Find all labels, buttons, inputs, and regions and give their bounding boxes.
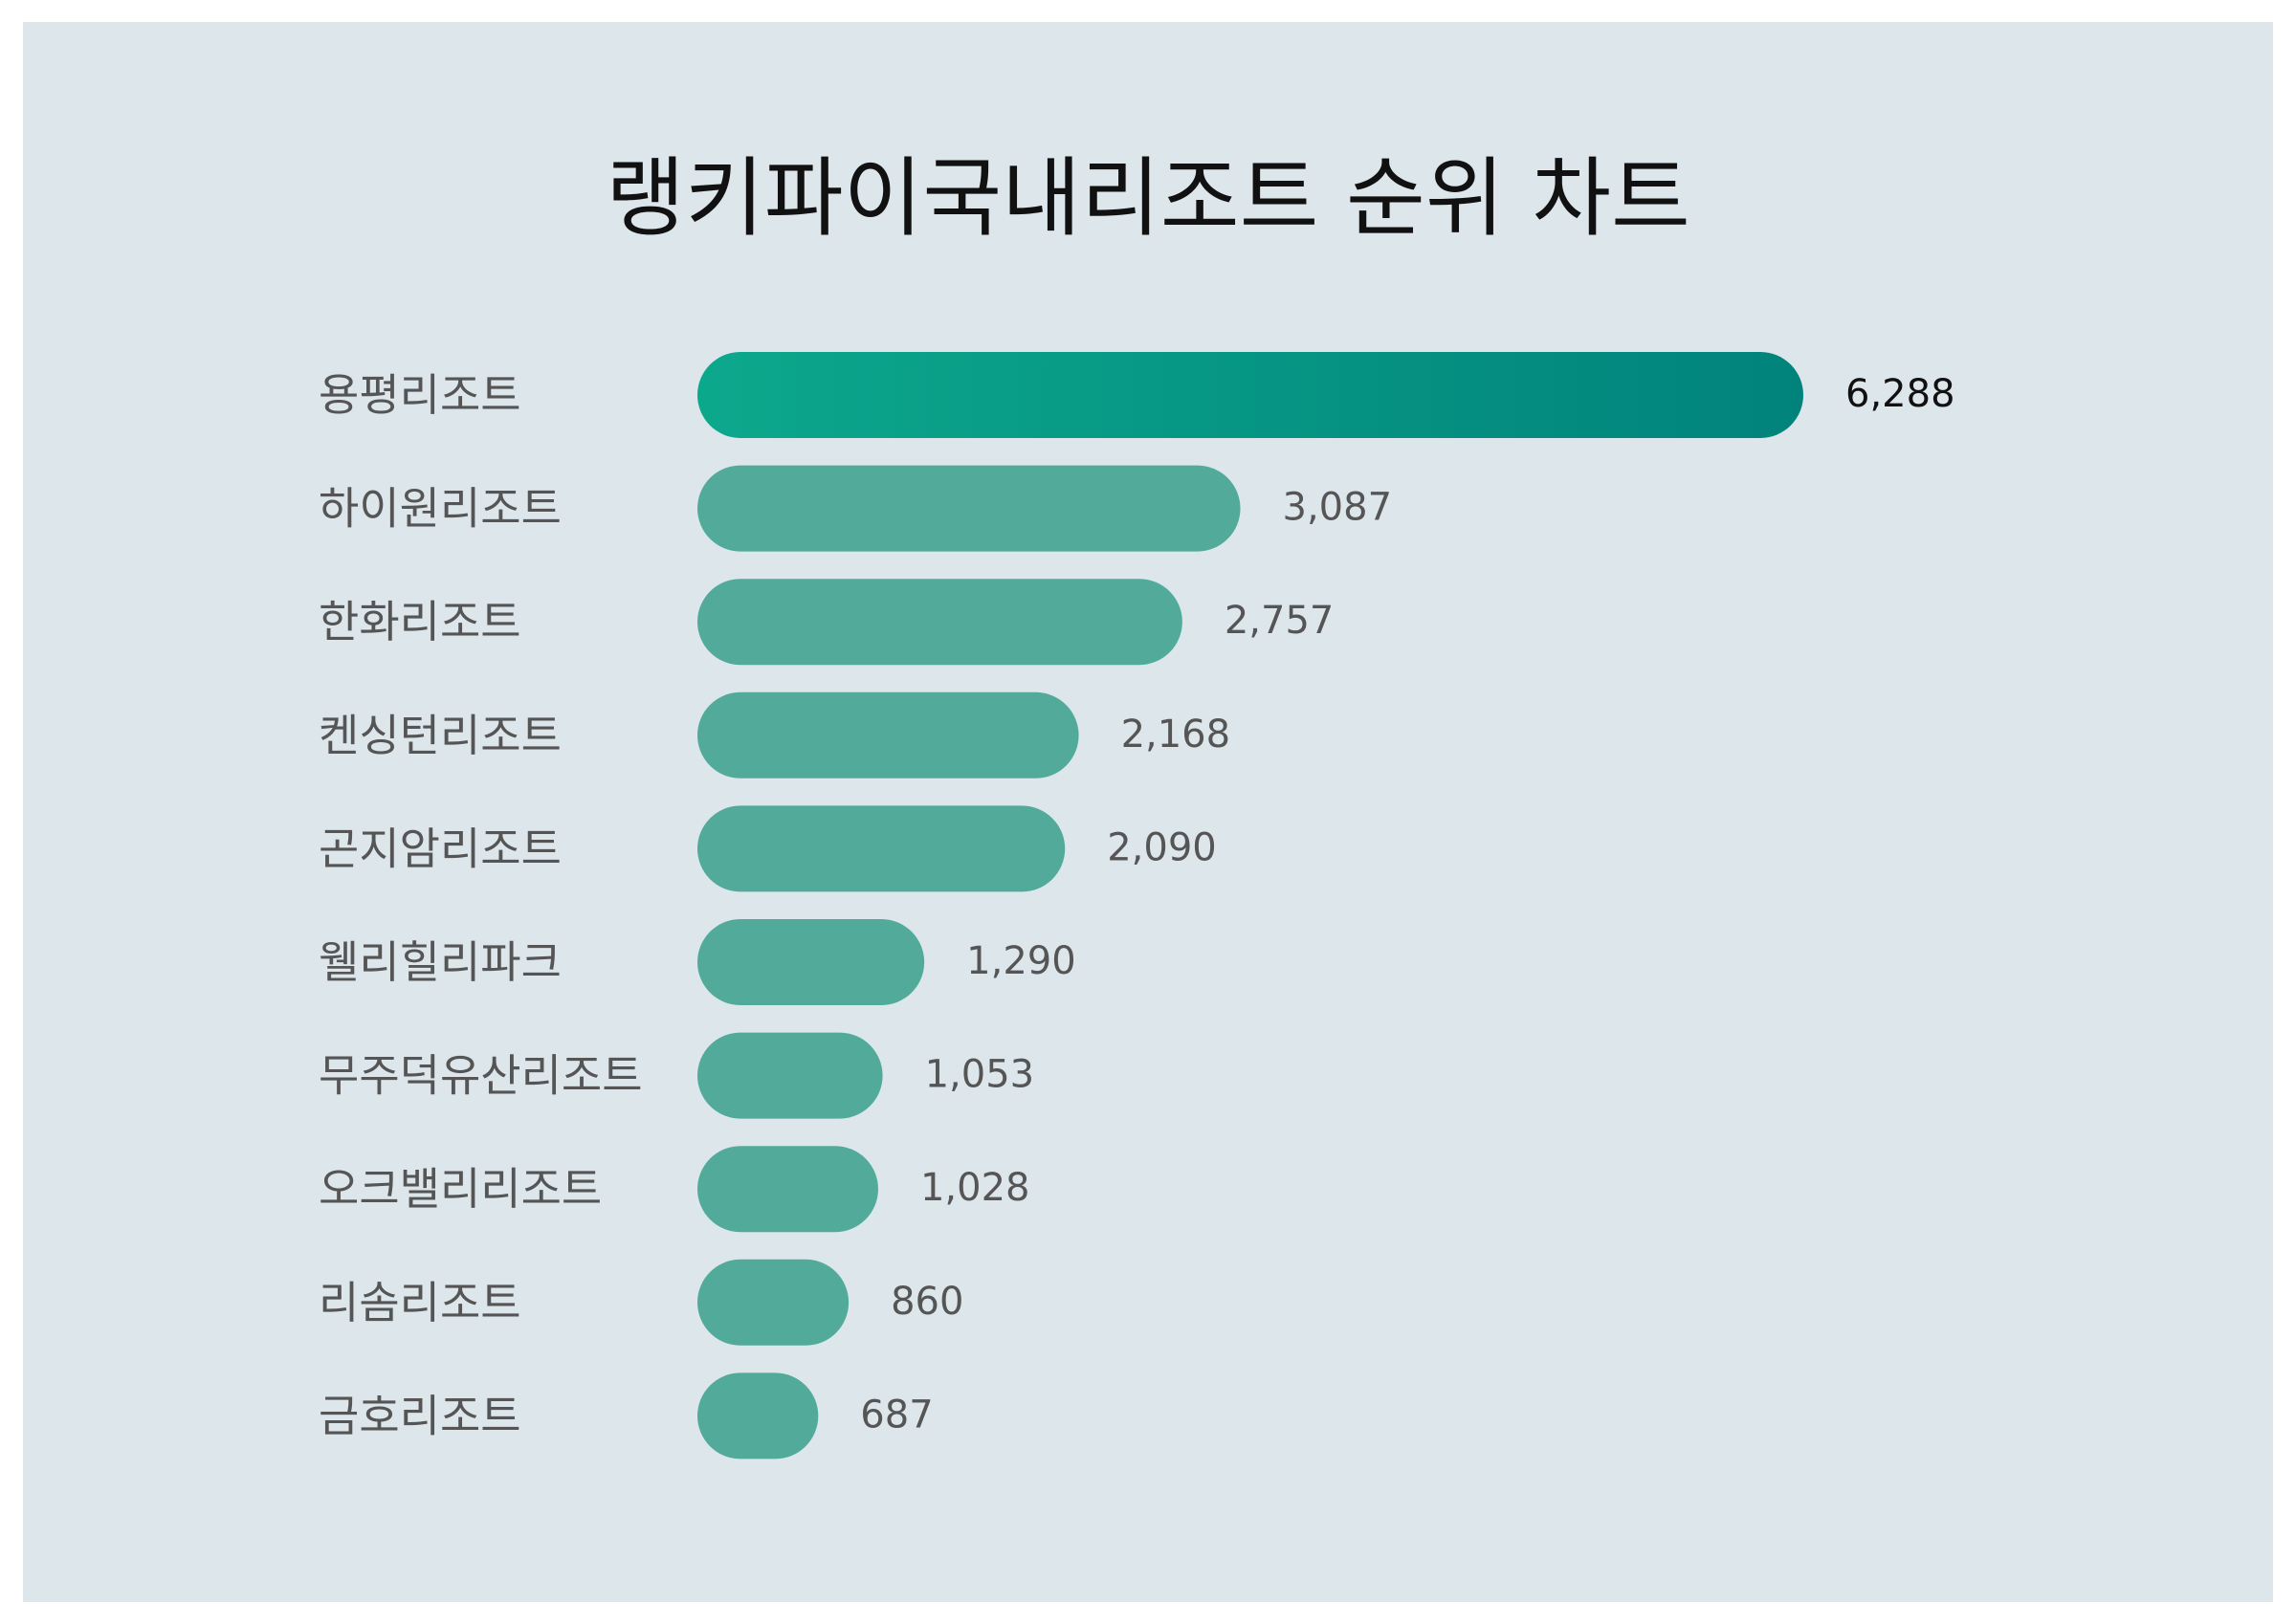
- bar: [697, 805, 1066, 892]
- value-label: 860: [891, 1280, 963, 1324]
- bar: [697, 1259, 850, 1346]
- category-label: 하이원리조트: [319, 483, 562, 535]
- bar: [697, 465, 1241, 552]
- value-label: 6,288: [1845, 372, 1955, 416]
- category-label: 곤지암리조트: [319, 823, 562, 874]
- category-label: 오크밸리리조트: [319, 1163, 602, 1215]
- bar: [697, 691, 1079, 779]
- category-label: 웰리힐리파크: [319, 936, 562, 988]
- category-label: 금호리조트: [319, 1390, 521, 1441]
- category-label: 리솜리조트: [319, 1277, 521, 1328]
- value-label: 2,090: [1107, 825, 1217, 869]
- value-label: 1,053: [925, 1053, 1035, 1097]
- value-label: 3,087: [1283, 486, 1393, 530]
- chart-title: 랭키파이국내리조트 순위 차트: [606, 148, 1690, 249]
- category-label: 한화리조트: [319, 596, 521, 647]
- bar: [697, 1146, 878, 1233]
- bar: [697, 579, 1182, 666]
- category-label: 켄싱턴리조트: [319, 710, 562, 761]
- bar: [697, 1032, 883, 1119]
- category-label: 무주덕유산리조트: [319, 1050, 643, 1102]
- value-label: 2,168: [1121, 713, 1231, 757]
- value-label: 1,290: [966, 939, 1076, 983]
- value-label: 1,028: [920, 1166, 1030, 1210]
- bar: [697, 1372, 819, 1459]
- value-label: 2,757: [1225, 599, 1335, 643]
- bar: [697, 919, 925, 1005]
- category-label: 용평리조트: [319, 369, 521, 421]
- bars-group: 용평리조트 6,288 하이원리조트 3,087 한화리조트 2,757 켄싱턴리조트 2,1…: [319, 352, 1955, 1459]
- chart-background: [23, 22, 2273, 1602]
- value-label: 687: [860, 1393, 933, 1437]
- bar: [697, 352, 1803, 438]
